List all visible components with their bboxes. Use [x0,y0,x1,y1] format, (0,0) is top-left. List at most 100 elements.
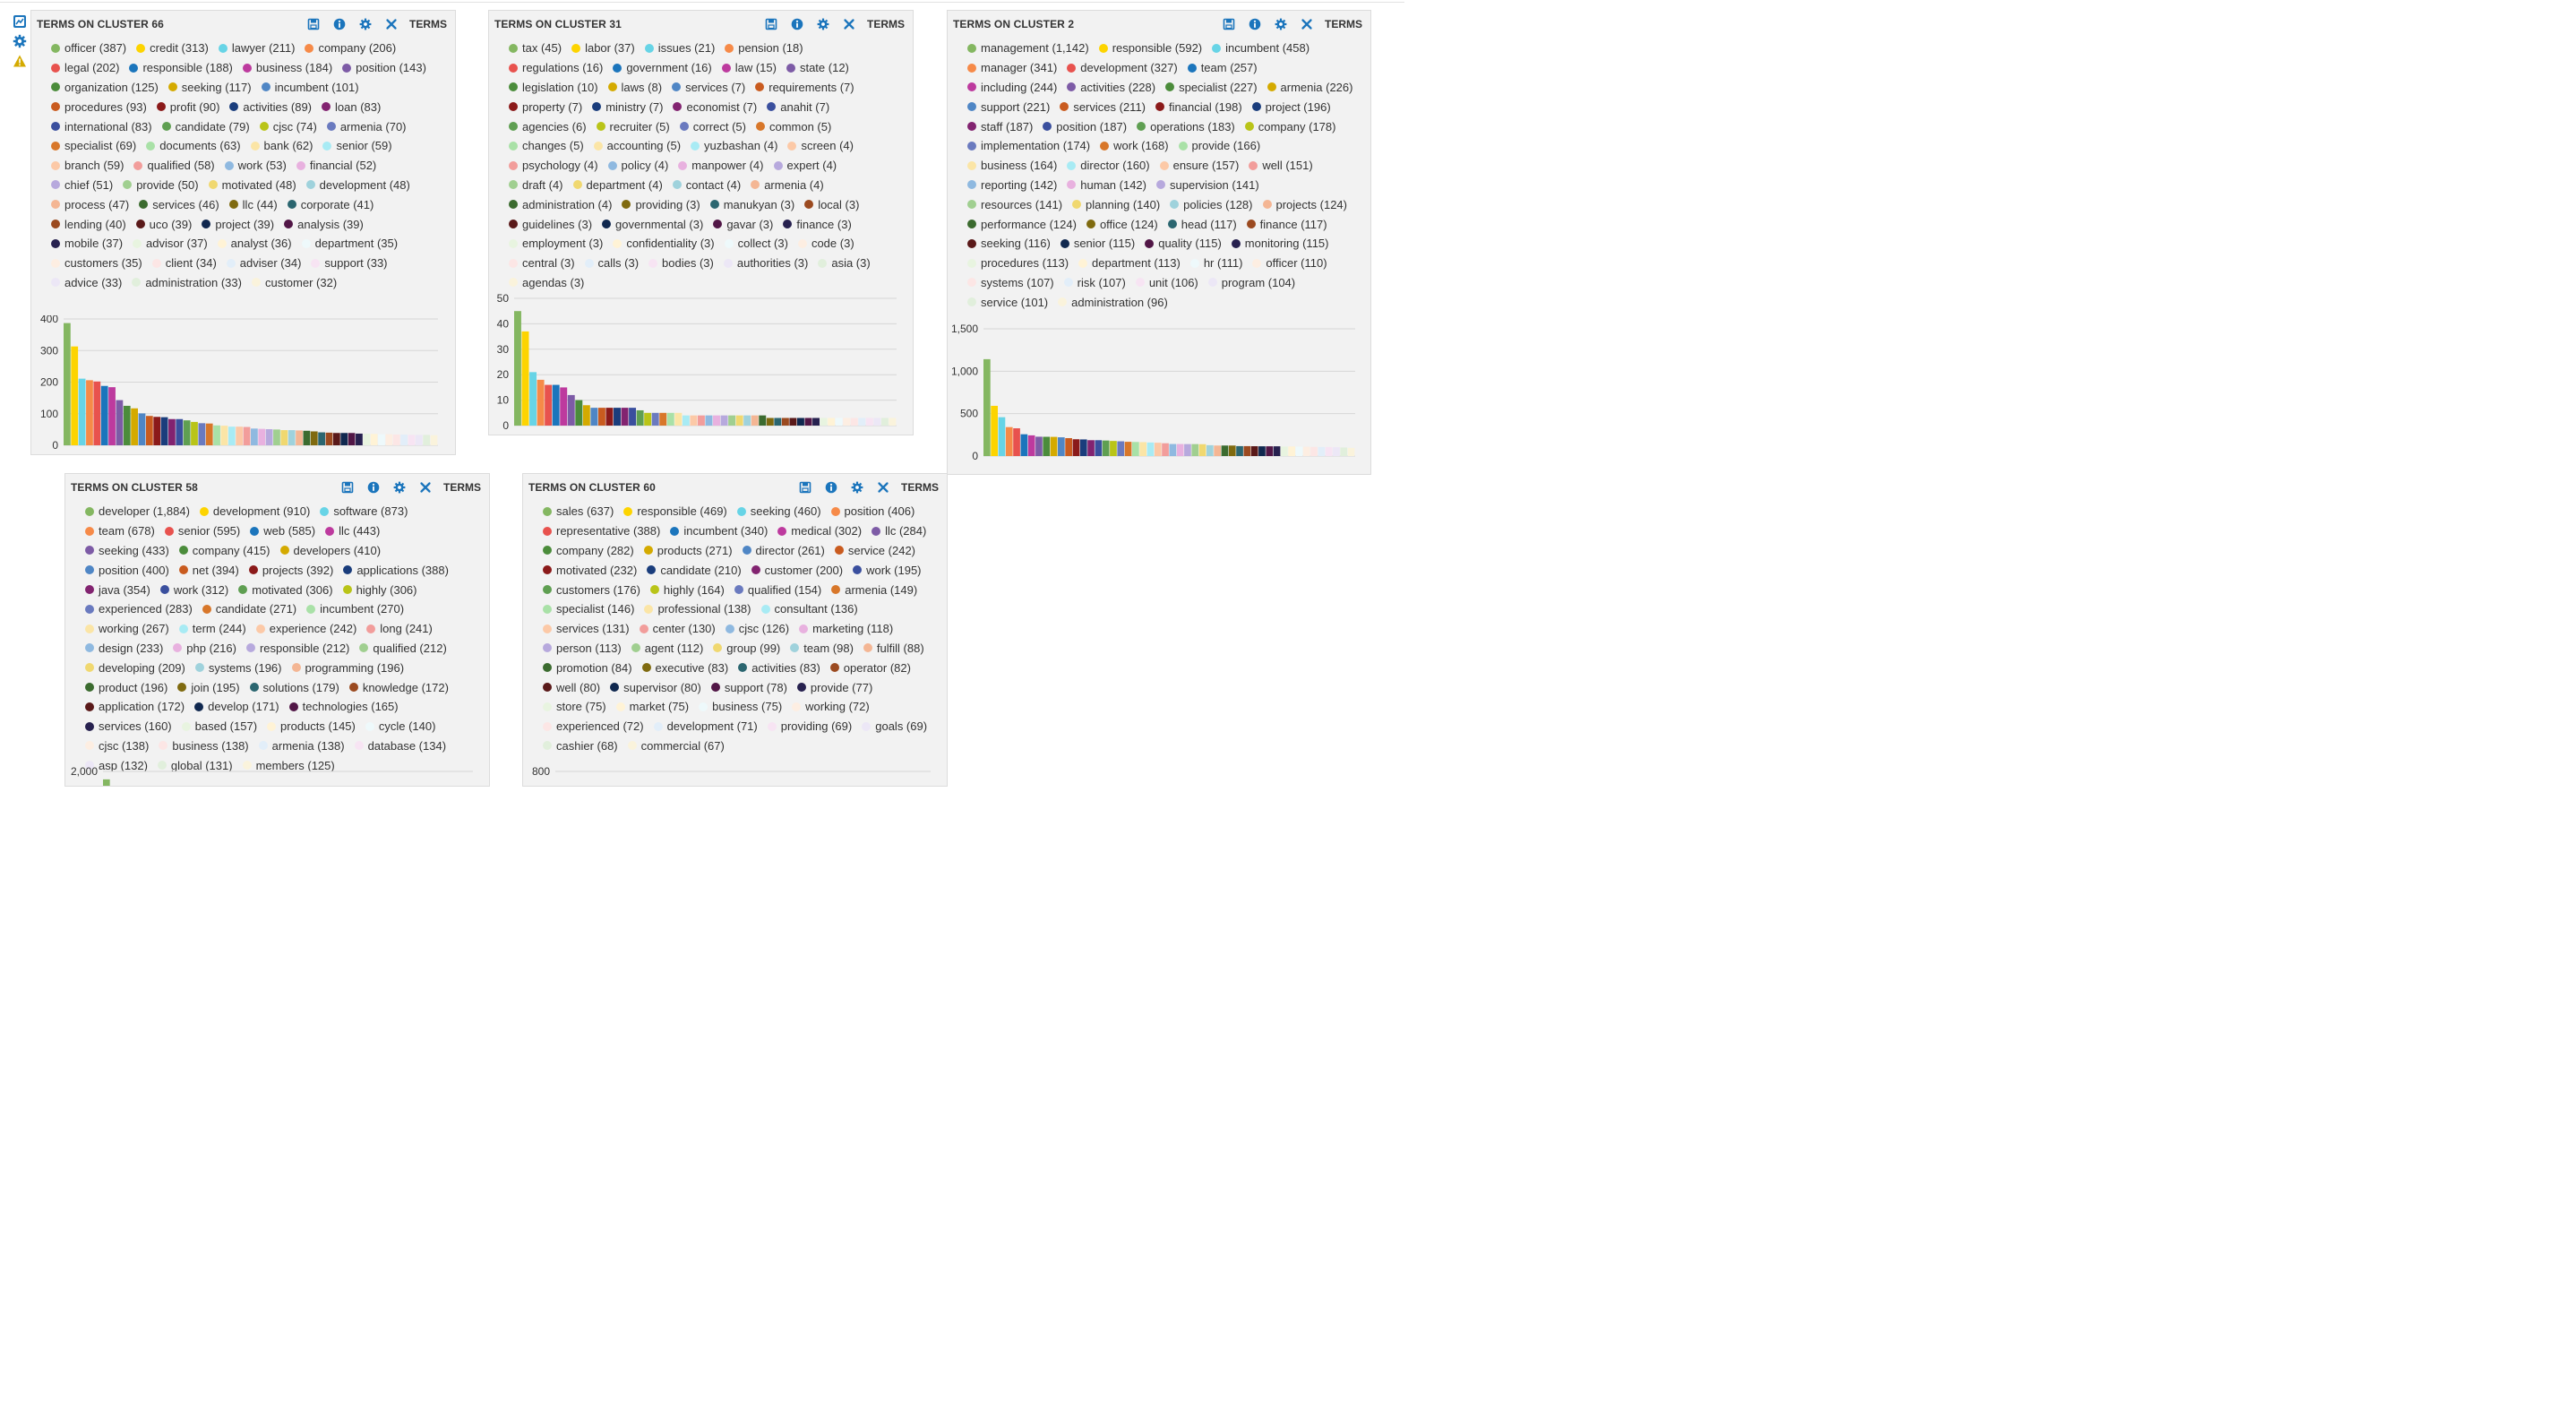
legend-item[interactable]: financial (198) [1155,97,1242,116]
legend-item[interactable]: draft (4) [509,176,563,195]
bar-support[interactable] [1058,437,1065,456]
legend-item[interactable]: center (130) [639,619,716,639]
legend-item[interactable]: solutions (179) [249,677,339,697]
gear-button[interactable] [352,14,378,34]
legend-item[interactable]: experienced (283) [85,599,193,619]
legend-item[interactable]: supervisor (80) [610,677,701,697]
legend-item[interactable]: qualified (154) [734,580,821,599]
bar-guidelines[interactable] [789,418,797,426]
bar-administration[interactable] [1347,447,1355,456]
save-button[interactable] [334,478,360,497]
legend-item[interactable]: manukyan (3) [709,194,794,214]
legend-item[interactable]: agendas (3) [509,273,584,293]
legend-item[interactable]: working (267) [85,619,169,639]
bar-property[interactable] [605,408,614,426]
bar-monitoring[interactable] [1273,446,1281,456]
legend-item[interactable]: based (157) [181,717,257,736]
bar-supervision[interactable] [1184,444,1191,456]
legend-item[interactable]: support (221) [967,97,1050,116]
legend-item[interactable]: person (113) [543,639,622,659]
legend-item[interactable]: department (35) [301,234,398,254]
legend-item[interactable]: applications (388) [343,560,449,580]
legend-item[interactable]: procedures (113) [967,254,1069,273]
legend-item[interactable]: laws (8) [607,78,662,98]
legend-item[interactable]: reporting (142) [967,176,1057,195]
bar-gavar[interactable] [804,418,812,426]
legend-item[interactable]: legislation (10) [509,78,598,98]
legend-item[interactable]: team (678) [85,521,155,541]
legend-item[interactable]: position (187) [1043,116,1127,136]
bar-governmental[interactable] [796,418,804,426]
legend-item[interactable]: advice (33) [51,273,122,293]
legend-item[interactable]: business (75) [699,697,782,717]
close-button[interactable] [378,14,404,34]
bar-manager[interactable] [1005,426,1013,456]
legend-item[interactable]: including (244) [967,78,1057,98]
legend-item[interactable]: authorities (3) [723,254,808,273]
legend-item[interactable]: advisor (37) [133,234,208,254]
bar-tax[interactable] [514,311,521,426]
bar-ministry[interactable] [614,408,621,426]
legend-item[interactable]: highly (306) [342,580,417,599]
legend-item[interactable]: development (910) [199,502,310,521]
legend-item[interactable]: anahit (7) [767,97,829,116]
gear-button[interactable] [1267,14,1293,34]
bar-developer[interactable] [103,779,110,787]
legend-item[interactable]: cjsc (74) [259,116,317,136]
bar-providing[interactable] [766,418,774,426]
legend-item[interactable]: services (211) [1060,97,1146,116]
bar-qualified[interactable] [243,426,251,445]
bar-officer[interactable] [64,323,71,445]
bar-central[interactable] [850,418,858,426]
legend-item[interactable]: business (164) [967,156,1057,176]
bar-motivated[interactable] [280,430,288,445]
legend-item[interactable]: application (172) [85,697,185,717]
legend-item[interactable]: department (113) [1078,254,1181,273]
bar-responsible[interactable] [991,405,998,456]
legend-item[interactable]: operator (82) [829,658,911,677]
legend-item[interactable]: armenia (4) [751,176,824,195]
terms-button[interactable]: TERMS [1325,18,1362,30]
legend-item[interactable]: governmental (3) [602,214,703,234]
bar-candidate[interactable] [183,420,191,445]
bar-program[interactable] [1333,447,1340,456]
legend-item[interactable]: asp (132) [85,755,148,775]
bar-company[interactable] [1110,441,1117,456]
legend-item[interactable]: monitoring (115) [1231,234,1329,254]
legend-item[interactable]: contact (4) [672,176,741,195]
legend-item[interactable]: responsible (188) [129,58,233,78]
bar-draft[interactable] [728,415,736,426]
legend-item[interactable]: candidate (79) [161,116,250,136]
bar-international[interactable] [176,418,184,445]
legend-item[interactable]: experience (242) [255,619,356,639]
close-button[interactable] [870,478,896,497]
bar-armenia[interactable] [198,423,206,445]
bar-incumbent[interactable] [998,417,1006,456]
bar-analyst[interactable] [370,434,378,445]
legend-item[interactable]: unit (106) [1135,273,1198,293]
bar-well[interactable] [1162,443,1169,456]
bar-manpower[interactable] [713,415,720,426]
legend-item[interactable]: business (184) [242,58,332,78]
gear-icon[interactable] [13,34,27,48]
legend-item[interactable]: changes (5) [509,136,584,156]
bar-mobile[interactable] [356,433,363,445]
legend-item[interactable]: economist (7) [673,97,757,116]
legend-item[interactable]: specialist (69) [51,136,136,156]
bar-resources[interactable] [1191,444,1199,456]
bar-procedures[interactable] [145,416,153,445]
bar-corporate[interactable] [318,432,325,445]
bar-economist[interactable] [621,408,629,426]
legend-item[interactable]: chief (51) [51,176,113,195]
legend-item[interactable]: operations (183) [1137,116,1235,136]
legend-item[interactable]: finance (3) [783,214,852,234]
bar-client[interactable] [392,435,400,445]
legend-item[interactable]: services (46) [139,194,219,214]
close-button[interactable] [836,14,862,34]
bar-contact[interactable] [743,415,751,426]
legend-item[interactable]: requirements (7) [755,78,854,98]
bar-risk[interactable] [1318,446,1326,456]
bar-common[interactable] [659,412,667,426]
bar-administration[interactable] [759,415,767,426]
legend-item[interactable]: mobile (37) [51,234,123,254]
